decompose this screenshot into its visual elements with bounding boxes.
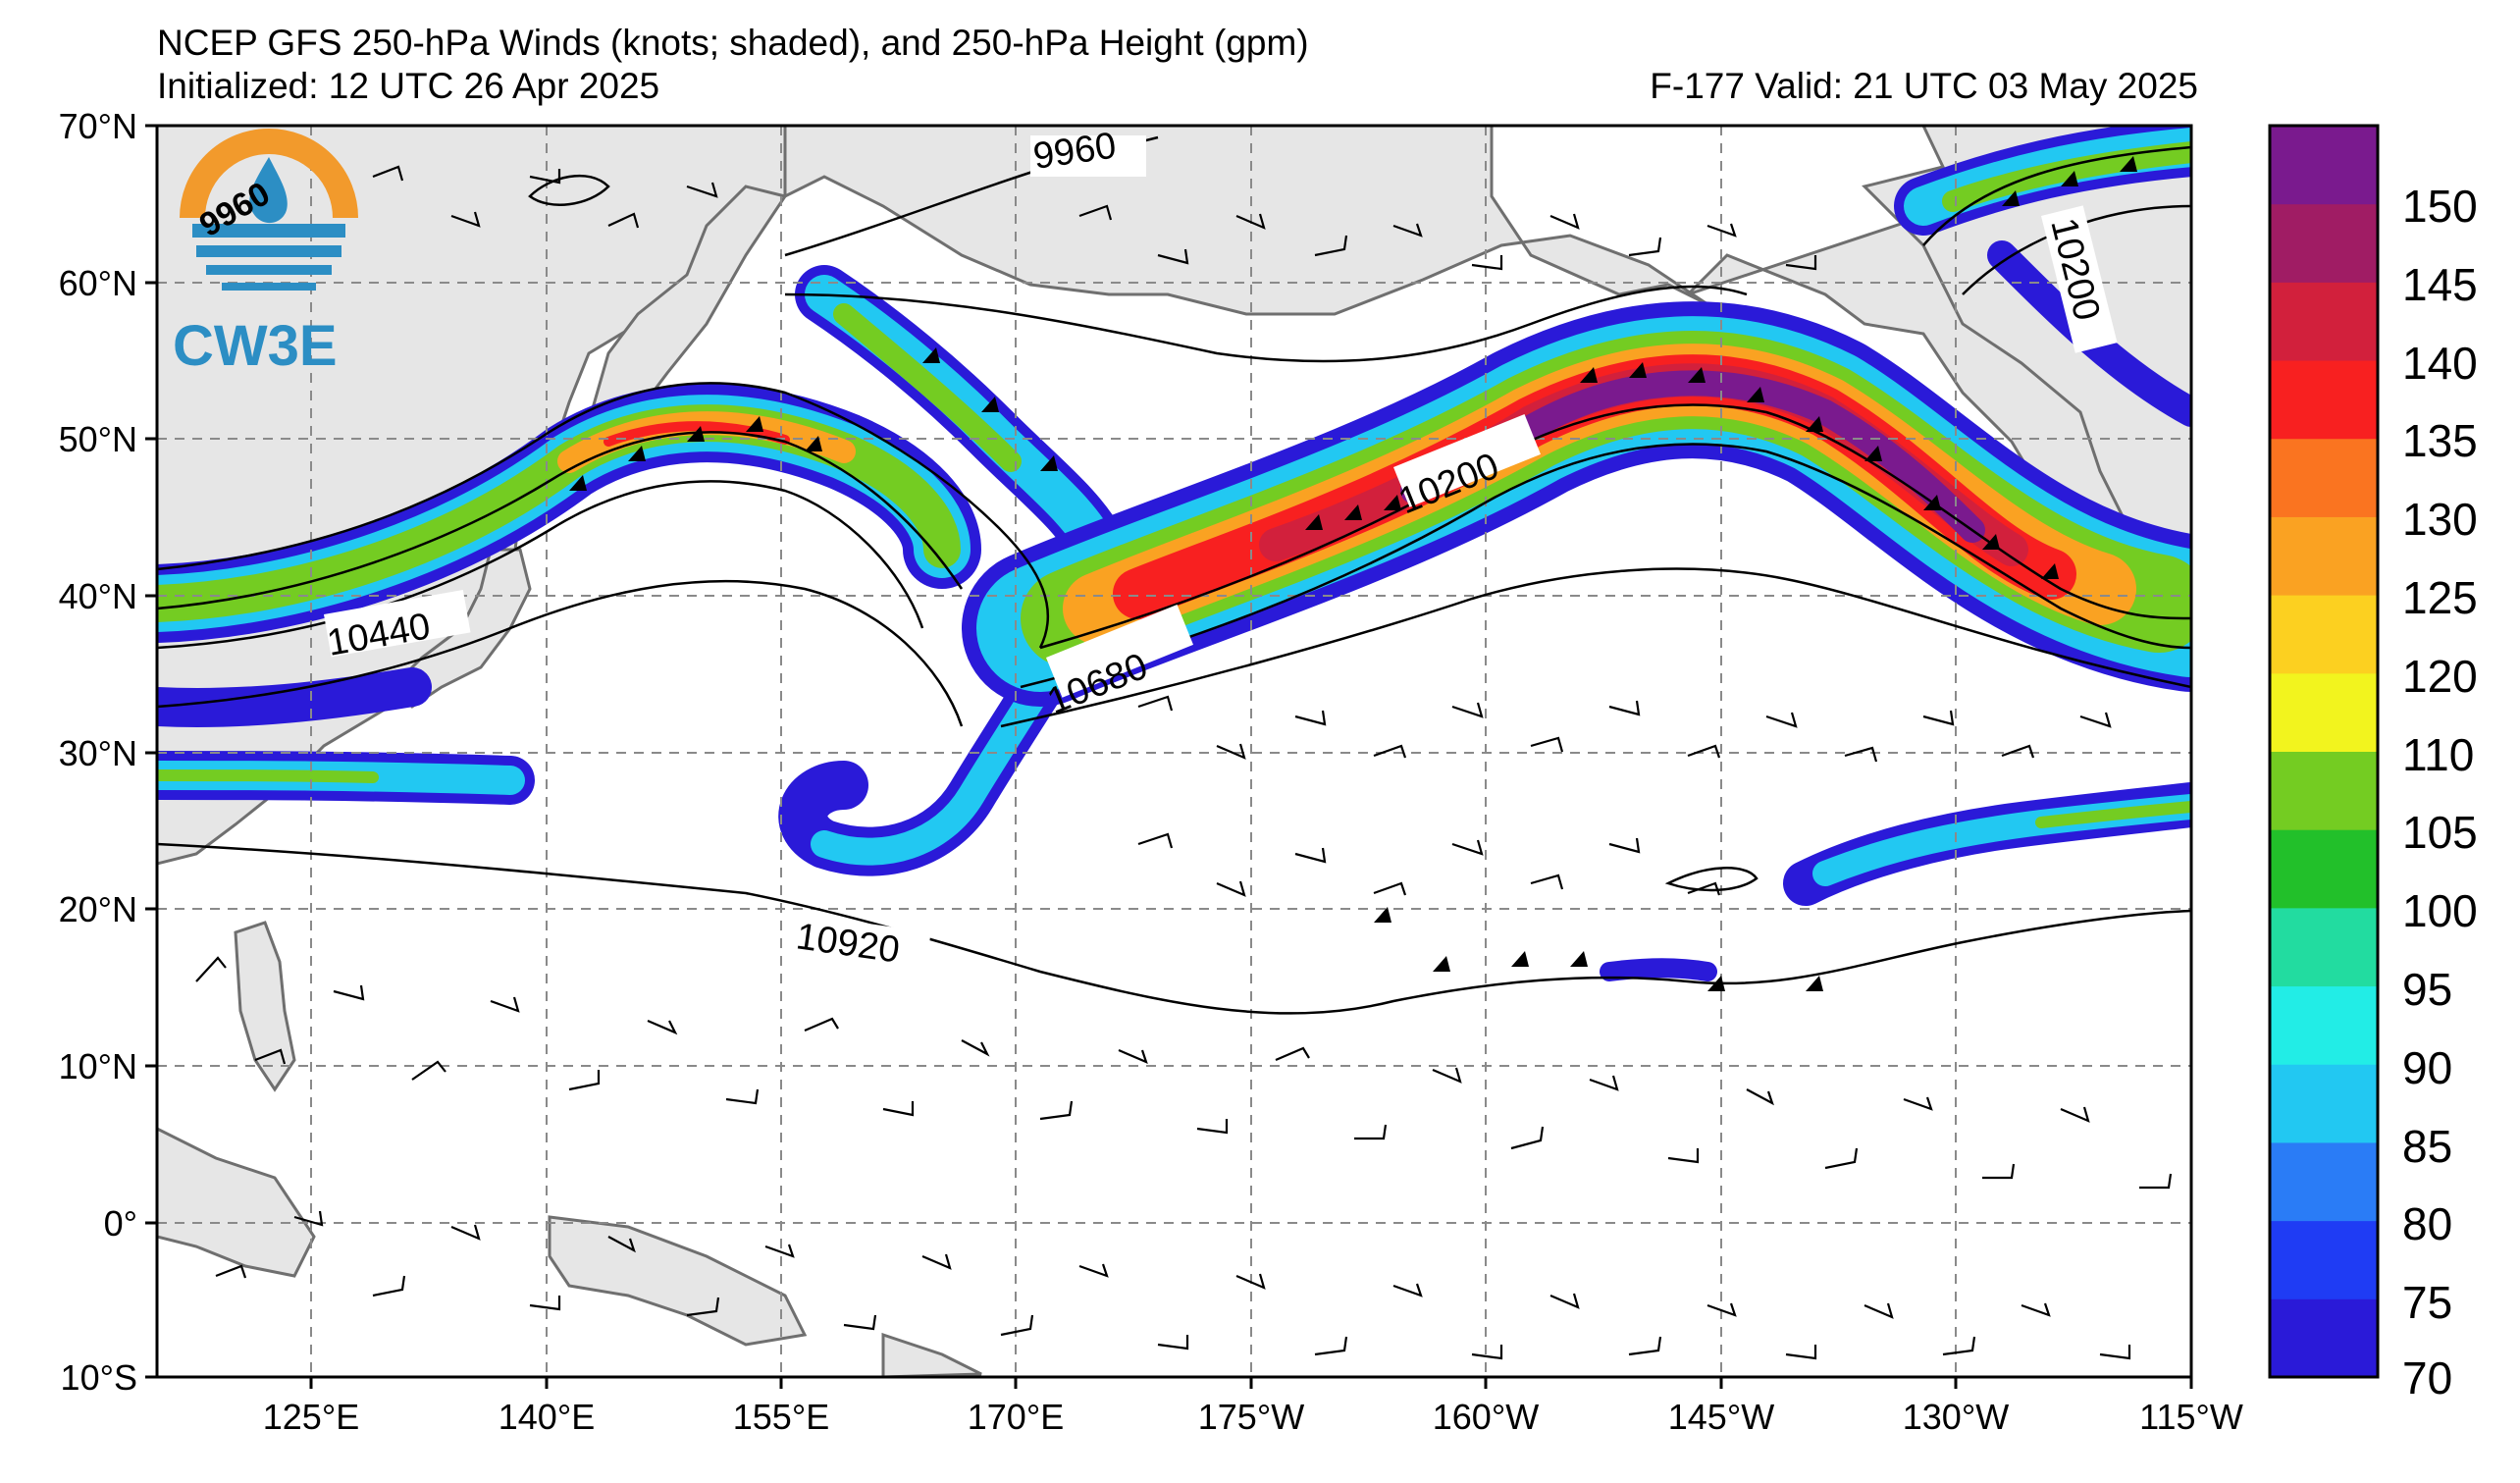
colorbar-segment <box>2270 126 2378 205</box>
colorbar-segment <box>2270 829 2378 909</box>
lon-label: 130°W <box>1903 1397 2009 1437</box>
graticule <box>157 126 2191 1377</box>
colorbar-segment <box>2270 516 2378 596</box>
contour-label-10680-bg <box>1046 605 1193 698</box>
logo-wave-3 <box>206 265 332 275</box>
contour-label-10200b-bg <box>2041 205 2118 353</box>
lon-label: 140°E <box>499 1397 595 1437</box>
lon-label: 125°E <box>263 1397 359 1437</box>
colorbar-segment <box>2270 985 2378 1065</box>
jet-subtropical-west <box>157 667 535 805</box>
colorbar-segment <box>2270 1064 2378 1143</box>
lon-label: 145°W <box>1668 1397 1774 1437</box>
colorbar-segment <box>2270 360 2378 440</box>
lon-label: 160°W <box>1433 1397 1539 1437</box>
colorbar-segment <box>2270 672 2378 752</box>
colorbar-label: 120 <box>2402 651 2478 702</box>
land-indonesia <box>157 1127 316 1278</box>
wind-flags <box>569 156 2137 991</box>
land-philippines <box>234 921 296 1092</box>
colorbar-label: 100 <box>2402 885 2478 936</box>
lon-label: 170°E <box>968 1397 1064 1437</box>
lat-label: 70°N <box>59 106 137 146</box>
axis-ticks <box>145 124 2193 1389</box>
colorbar-label: 75 <box>2402 1277 2452 1328</box>
colorbar-label: 125 <box>2402 572 2478 623</box>
lat-label: 40°N <box>59 576 137 616</box>
land-new-guinea-east <box>881 1332 982 1377</box>
contour-label-10440-bg <box>323 589 471 658</box>
valid-time: F-177 Valid: 21 UTC 03 May 2025 <box>1650 66 2198 106</box>
figure-title: NCEP GFS 250-hPa Winds (knots; shaded), … <box>157 23 1309 63</box>
jet-subtropical-east <box>1600 782 2191 981</box>
land-canada <box>1492 126 2191 610</box>
colorbar-segment <box>2270 751 2378 830</box>
colorbar-segment <box>2270 1298 2378 1378</box>
logo-wave-1 <box>192 224 345 238</box>
colorbar-label: 95 <box>2402 964 2452 1015</box>
colorbar-label: 145 <box>2402 259 2478 310</box>
colorbar-label: 140 <box>2402 338 2478 389</box>
colorbar-label: 135 <box>2402 415 2478 466</box>
logo-wave-2 <box>196 245 341 257</box>
logo-sun-arc <box>180 129 358 219</box>
colorbar-labels: 150 145 140 135 130 125 120 110 105 100 … <box>2402 181 2478 1404</box>
colorbar-segment <box>2270 1141 2378 1222</box>
figure-title-block: NCEP GFS 250-hPa Winds (knots; shaded), … <box>157 22 2198 108</box>
colorbar-label: 70 <box>2402 1352 2452 1404</box>
colorbar-label: 85 <box>2402 1121 2452 1172</box>
lat-label: 60°N <box>59 263 137 303</box>
contour-label-10200a-bg <box>1392 414 1541 507</box>
colorbar-segment <box>2270 282 2378 361</box>
contour-label-9960-bg <box>1030 135 1146 177</box>
colorbar <box>2270 126 2378 1378</box>
contour-label-10920-bg <box>784 912 931 976</box>
colorbar-segment <box>2270 907 2378 987</box>
land-new-guinea <box>548 1215 808 1347</box>
logo-drop-icon <box>249 157 288 224</box>
lat-label: 20°N <box>59 889 137 929</box>
logo-wordmark: CW3E <box>173 314 338 378</box>
jet-kamchatka-branch <box>795 265 1129 579</box>
lon-label: 155°E <box>733 1397 829 1437</box>
colorbar-label: 90 <box>2402 1042 2452 1093</box>
lon-label: 175°W <box>1198 1397 1304 1437</box>
colorbar-label: 80 <box>2402 1198 2452 1249</box>
lon-labels: 125°E 140°E 155°E 170°E 175°W 160°W 145°… <box>263 1397 2243 1437</box>
colorbar-label: 130 <box>2402 494 2478 545</box>
colorbar-segment <box>2270 203 2378 283</box>
colorbar-segment <box>2270 438 2378 517</box>
colorbar-segment <box>2270 1220 2378 1299</box>
lat-label: 10°N <box>59 1046 137 1086</box>
lat-label: 10°S <box>61 1357 137 1398</box>
lat-label: 0° <box>104 1203 137 1244</box>
colorbar-label: 150 <box>2402 181 2478 232</box>
colorbar-label: 105 <box>2402 807 2478 858</box>
colorbar-label: 110 <box>2402 729 2474 780</box>
lon-label: 115°W <box>2139 1397 2243 1437</box>
logo-wave-4 <box>222 283 316 291</box>
wind-barbs <box>195 165 2173 1360</box>
init-time: Initialized: 12 UTC 26 Apr 2025 <box>157 66 660 106</box>
lat-label: 30°N <box>59 733 137 773</box>
colorbar-segment <box>2270 595 2378 674</box>
lat-label: 50°N <box>59 419 137 459</box>
colorbar-border <box>2268 124 2380 1379</box>
lat-labels: 70°N 60°N 50°N 40°N 30°N 20°N 10°N 0° 10… <box>59 106 137 1398</box>
